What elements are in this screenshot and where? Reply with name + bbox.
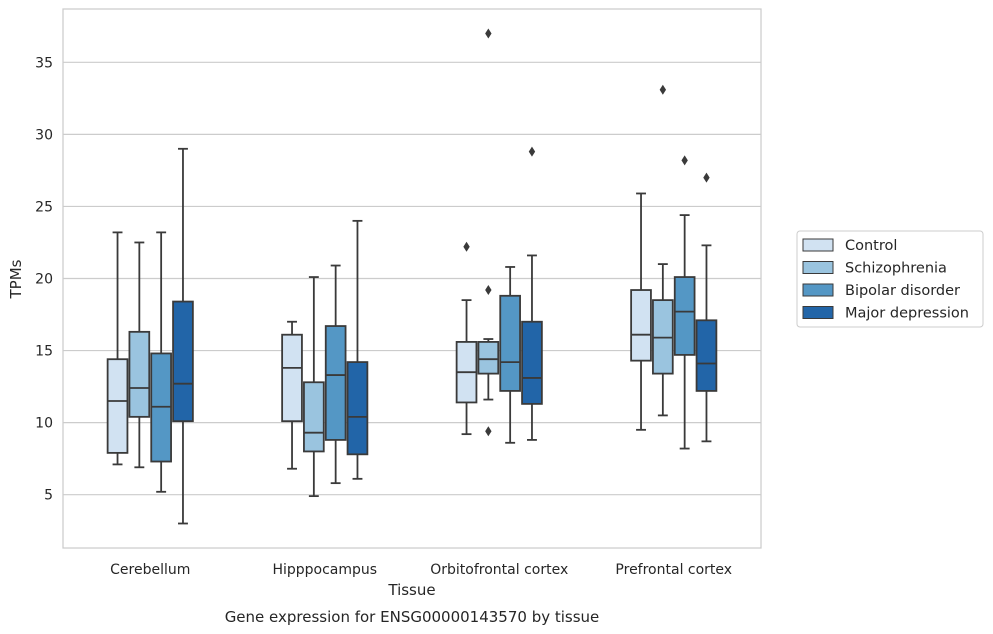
box-body	[128, 330, 151, 418]
y-axis-ticks: 5 10 15 20 25 30 35	[35, 55, 53, 503]
box-outlier	[485, 28, 492, 39]
box-body	[303, 381, 325, 453]
x-tick-label: Prefrontal cortex	[615, 562, 732, 578]
box-body	[521, 320, 543, 405]
box-body	[172, 300, 194, 423]
box-outlier	[681, 155, 688, 166]
box-body	[630, 289, 652, 362]
legend-swatch	[802, 261, 834, 274]
legend-label: Major depression	[845, 306, 969, 322]
y-tick-label: 35	[35, 55, 53, 71]
legend-label: Bipolar disorder	[845, 283, 960, 299]
box-outlier	[485, 426, 492, 437]
box-body	[106, 358, 129, 454]
box-body	[695, 319, 718, 392]
y-tick-label: 30	[35, 127, 53, 143]
box-body	[673, 276, 696, 356]
legend-swatch	[802, 238, 834, 252]
y-tick-label: 20	[35, 272, 53, 288]
box-outlier	[485, 285, 492, 296]
x-tick-label: Hipppocampus	[272, 562, 377, 578]
y-tick-label: 5	[44, 488, 53, 504]
box-outlier	[703, 172, 710, 183]
x-axis-label: Tissue	[387, 581, 435, 599]
box-outlier	[463, 241, 470, 252]
boxes	[106, 28, 718, 525]
legend-swatch	[802, 283, 834, 297]
box-body	[477, 341, 500, 375]
x-tick-label: Orbitofrontal cortex	[430, 562, 568, 578]
box-body	[499, 294, 521, 392]
plot-frame	[62, 8, 762, 549]
y-tick-label: 25	[35, 199, 53, 215]
legend-frame	[796, 230, 984, 328]
box-outlier	[659, 84, 667, 95]
legend: Control Schizophrenia Bipolar disorder Majo…	[796, 230, 984, 328]
chart-caption: Gene expression for ENSG00000143570 by t…	[225, 608, 600, 626]
box-outlier	[528, 146, 536, 157]
box-body	[281, 333, 303, 423]
x-tick-label: Cerebellum	[110, 562, 190, 578]
y-tick-label: 15	[35, 344, 53, 360]
legend-label: Schizophrenia	[845, 261, 947, 277]
box-body	[324, 325, 347, 441]
legend-label: Control	[845, 238, 897, 254]
y-axis-label: TPMs	[7, 259, 25, 299]
x-axis-ticks: Cerebellum Hipppocampus Orbitofrontal cort…	[110, 562, 732, 578]
y-tick-label: 10	[35, 416, 53, 432]
box-body	[346, 361, 369, 456]
legend-swatch	[802, 306, 834, 319]
